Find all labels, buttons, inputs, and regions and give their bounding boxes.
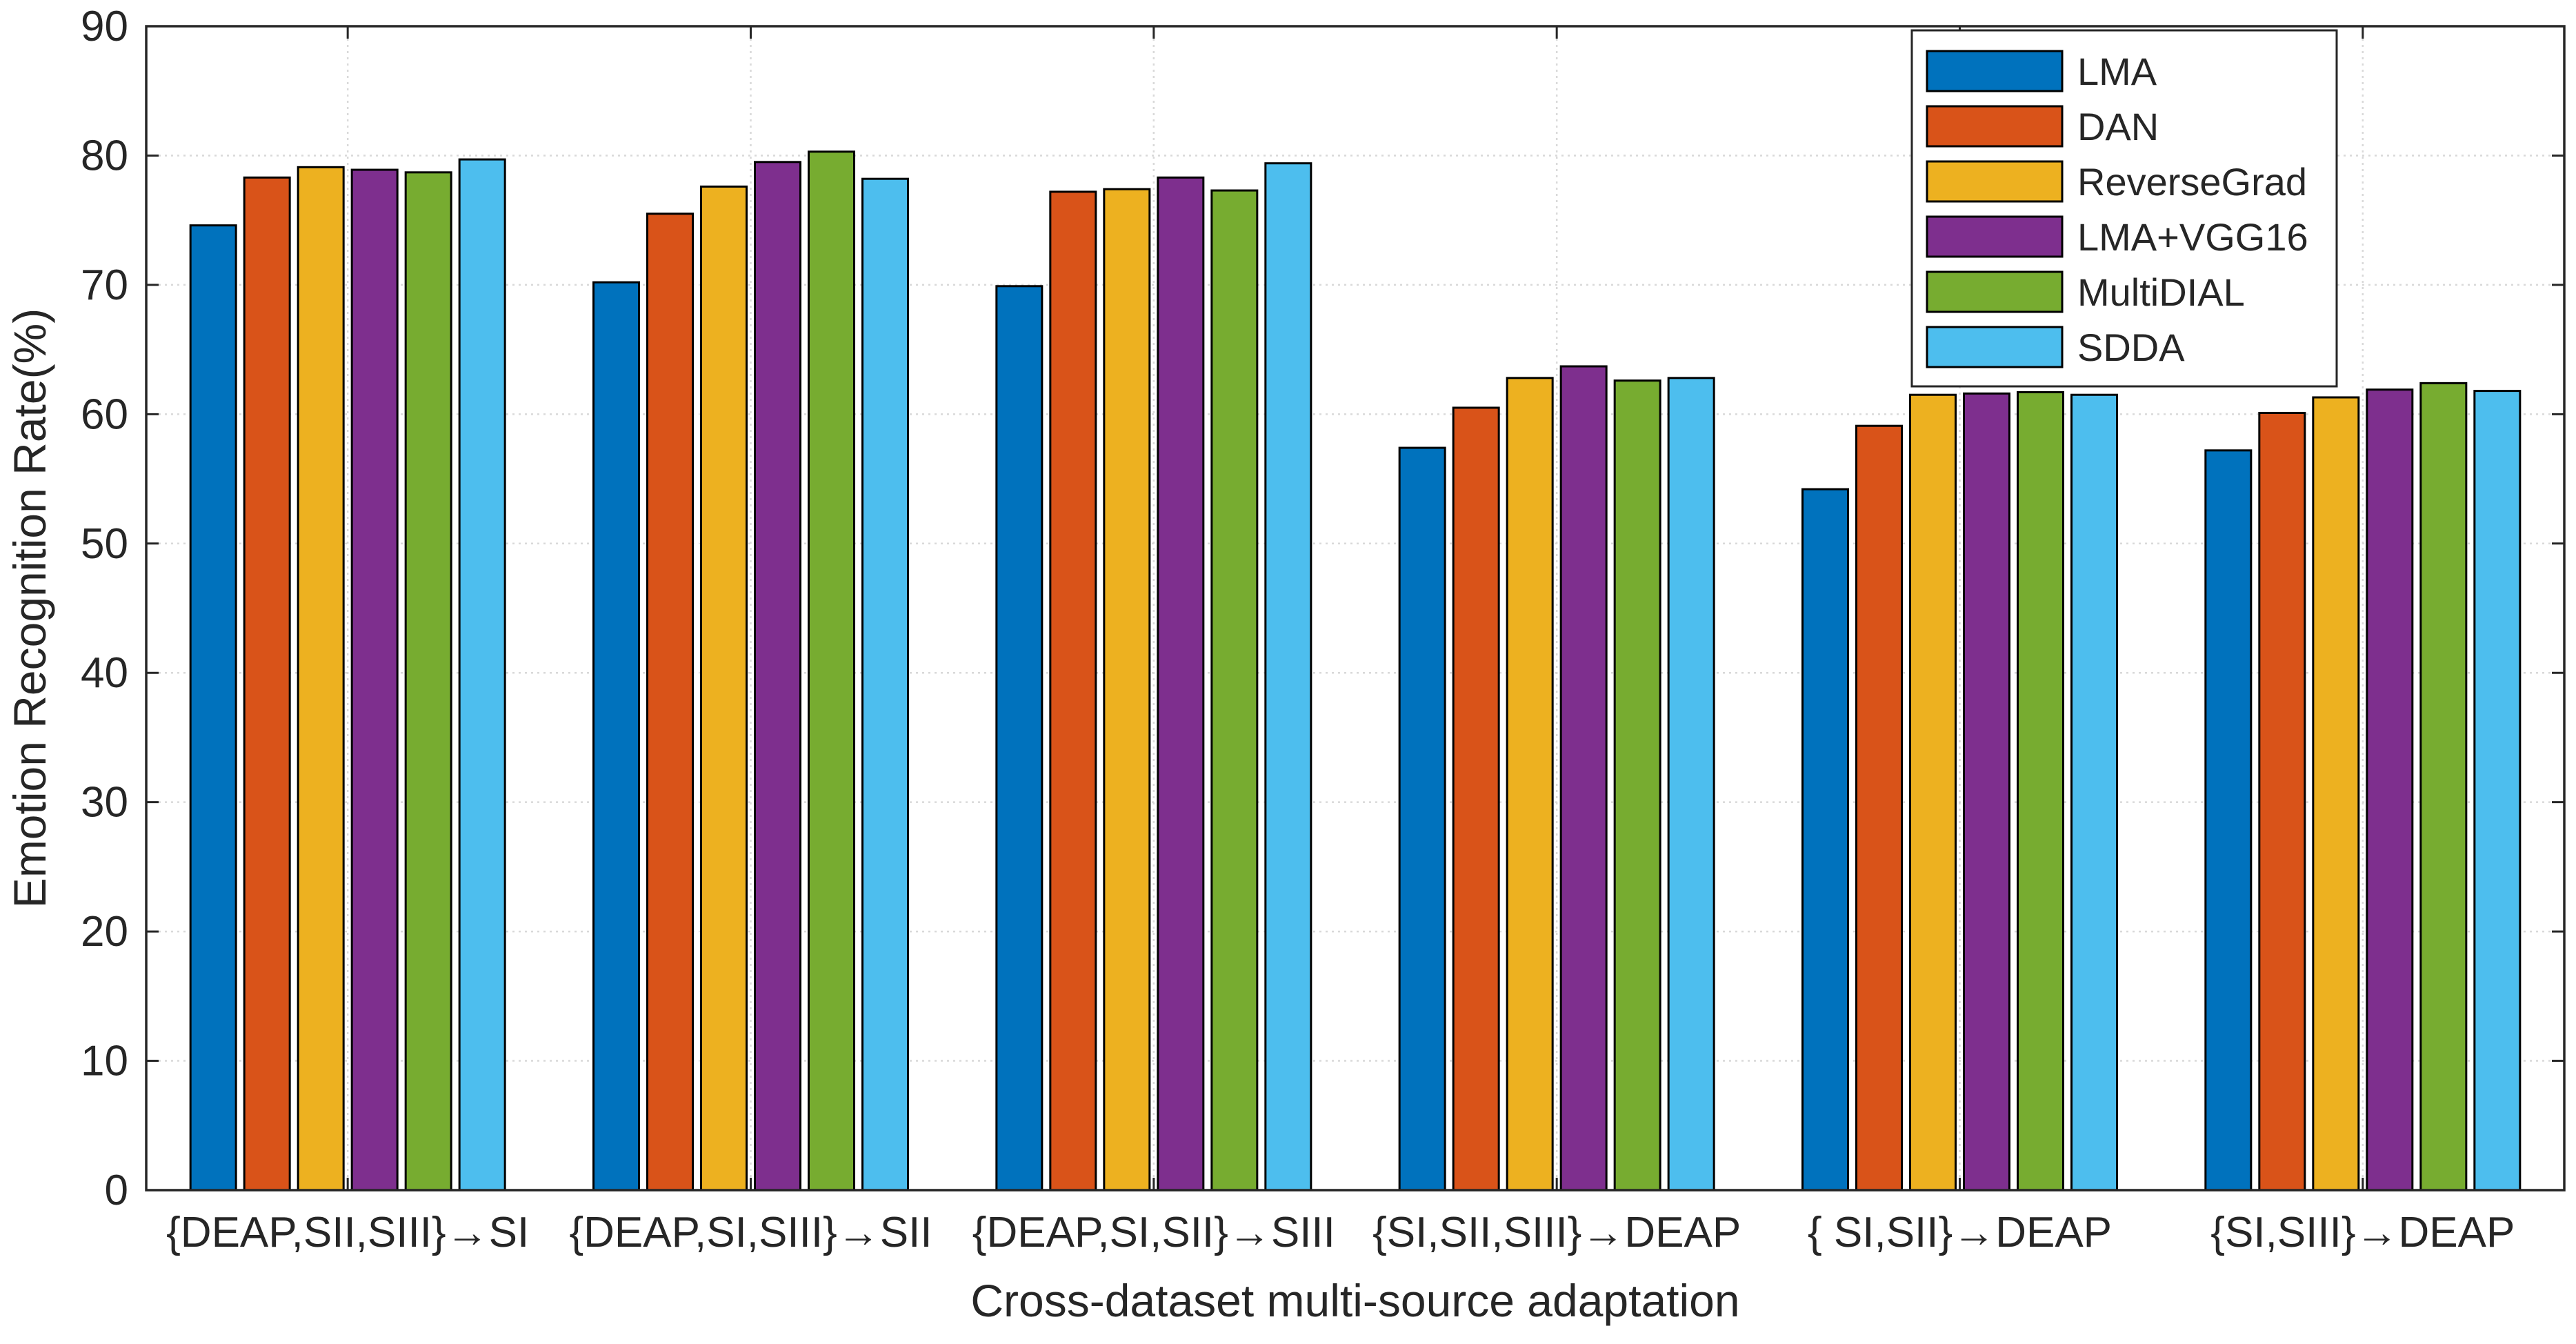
bar-lma-vgg16: [754, 161, 801, 1192]
bar-lma-vgg16: [350, 168, 399, 1192]
bar-sdda: [2473, 390, 2522, 1192]
bar-dan: [1049, 190, 1097, 1192]
bar-lma-vgg16: [1157, 176, 1205, 1192]
y-axis-label: Emotion Recognition Rate(%): [4, 308, 55, 908]
bar-sdda: [2070, 393, 2118, 1192]
legend-swatch: [1926, 105, 2064, 148]
bar-lma: [1398, 446, 1446, 1192]
legend-swatch: [1926, 326, 2064, 368]
x-tick-label: {SI,SIII}→DEAP: [2210, 1209, 2515, 1256]
bar-lma: [189, 224, 237, 1192]
bar-dan: [646, 213, 694, 1192]
bar-lma: [1801, 488, 1849, 1192]
bar-lma-vgg16: [2366, 388, 2414, 1192]
bar-reversegrad: [1909, 393, 1957, 1192]
plot-frame: [145, 25, 2566, 1192]
x-tick-label: { SI,SII}→DEAP: [1808, 1209, 2112, 1256]
y-tick-label: 20: [81, 908, 128, 956]
y-tick-label: 30: [81, 779, 128, 827]
bar-lma-vgg16: [1963, 392, 2010, 1192]
bar-multidial: [808, 150, 855, 1192]
y-tick-label: 80: [81, 132, 128, 179]
bar-lma: [592, 281, 640, 1192]
y-tick-label: 50: [81, 520, 128, 568]
bars: [189, 150, 2522, 1192]
grid-lines: [146, 26, 2564, 1190]
bar-dan: [1855, 424, 1903, 1192]
legend-label: DAN: [2077, 105, 2159, 148]
bar-dan: [243, 176, 291, 1192]
legend-swatch: [1926, 50, 2064, 92]
legend-label: LMA+VGG16: [2077, 215, 2308, 259]
bar-reversegrad: [297, 166, 345, 1192]
legend-label: LMA: [2077, 50, 2157, 93]
legend-swatch: [1926, 160, 2064, 203]
bar-sdda: [1264, 162, 1312, 1192]
bar-dan: [1452, 406, 1500, 1192]
legend-swatch: [1926, 270, 2064, 313]
bar-multidial: [404, 171, 452, 1192]
x-tick-label: {SI,SII,SIII}→DEAP: [1372, 1209, 1741, 1256]
x-tick-label: {DEAP,SI,SII}→SIII: [972, 1209, 1335, 1256]
bar-lma: [995, 285, 1044, 1192]
axis-ticks: 0 10 20 30 40 50 60 70 80 90 {DEAP,SII,SIII}→SI {DE…: [81, 3, 2564, 1256]
bar-multidial: [2017, 391, 2064, 1192]
y-tick-label: 0: [105, 1167, 128, 1214]
y-tick-label: 90: [81, 3, 128, 50]
y-tick-label: 70: [81, 261, 128, 309]
legend-swatch: [1926, 215, 2064, 258]
y-tick-label: 10: [81, 1038, 128, 1085]
bar-reversegrad: [700, 185, 748, 1192]
x-axis-label: Cross-dataset multi-source adaptation: [970, 1275, 1739, 1326]
bar-multidial: [2419, 382, 2468, 1192]
x-tick-label: {DEAP,SII,SIII}→SI: [166, 1209, 529, 1256]
bar-multidial: [1613, 379, 1661, 1192]
y-tick-label: 40: [81, 649, 128, 697]
bar-lma-vgg16: [1559, 365, 1608, 1192]
legend-label: SDDA: [2077, 326, 2185, 369]
legend: LMA DAN ReverseGrad LMA+VGG16 MultiDIAL SDDA: [1910, 29, 2338, 388]
legend-label: MultiDIAL: [2077, 270, 2245, 314]
bar-reversegrad: [2312, 396, 2360, 1192]
bar-lma: [2204, 449, 2253, 1192]
bar-reversegrad: [1506, 377, 1554, 1192]
x-tick-label: {DEAP,SI,SIII}→SII: [569, 1209, 932, 1256]
bar-sdda: [458, 158, 506, 1192]
bar-dan: [2258, 411, 2306, 1192]
y-tick-label: 60: [81, 391, 128, 438]
bar-multidial: [1210, 189, 1259, 1192]
bar-sdda: [1667, 377, 1715, 1192]
bar-reversegrad: [1103, 188, 1151, 1192]
legend-label: ReverseGrad: [2077, 160, 2307, 204]
bar-sdda: [861, 177, 909, 1192]
